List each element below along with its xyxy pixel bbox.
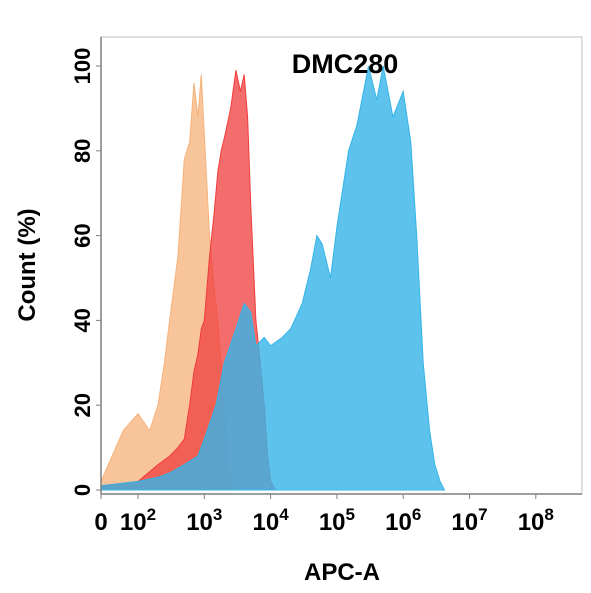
y-axis: 0 20 40 60 80 100: [70, 48, 101, 496]
y-tick-label: 0: [70, 484, 95, 496]
series-layer: [100, 65, 446, 491]
y-tick-label: 80: [70, 139, 95, 163]
chart-title: DMC280: [292, 49, 399, 79]
x-tick-label: 106: [385, 505, 421, 536]
series-area-3: [100, 65, 446, 491]
x-tick-label: 107: [451, 505, 487, 536]
plot-frame: [100, 36, 583, 495]
y-tick-label: 60: [70, 223, 95, 247]
x-axis: 0 102 103 104 105 106 107 108: [94, 494, 554, 536]
x-tick-label: 0: [94, 509, 107, 536]
x-tick-label: 108: [518, 505, 554, 536]
x-axis-label: APC-A: [304, 559, 380, 586]
y-tick-label: 20: [70, 393, 95, 417]
y-axis-label: Count (%): [14, 208, 41, 321]
y-tick-label: 40: [70, 308, 95, 332]
x-tick-label: 104: [253, 505, 290, 536]
x-tick-label: 103: [186, 505, 222, 536]
x-tick-label: 102: [120, 505, 156, 536]
y-tick-label: 100: [70, 48, 95, 85]
x-tick-label: 105: [319, 505, 355, 536]
